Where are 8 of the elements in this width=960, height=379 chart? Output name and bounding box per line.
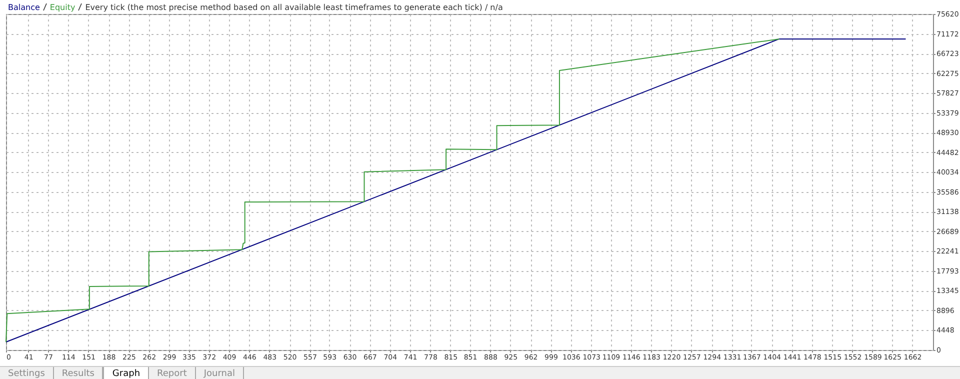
- text: Balance: [8, 3, 40, 12]
- text: Journal: [196, 367, 244, 379]
- text: Settings: [0, 367, 54, 379]
- text: Results: [54, 367, 104, 379]
- text: Equity: [50, 3, 76, 12]
- text: Report: [149, 367, 196, 379]
- chart-title: Every tick (the most precise method based on all available least timeframes to generate each tick) / n/a: [85, 3, 503, 12]
- text: Graph: [103, 367, 150, 379]
